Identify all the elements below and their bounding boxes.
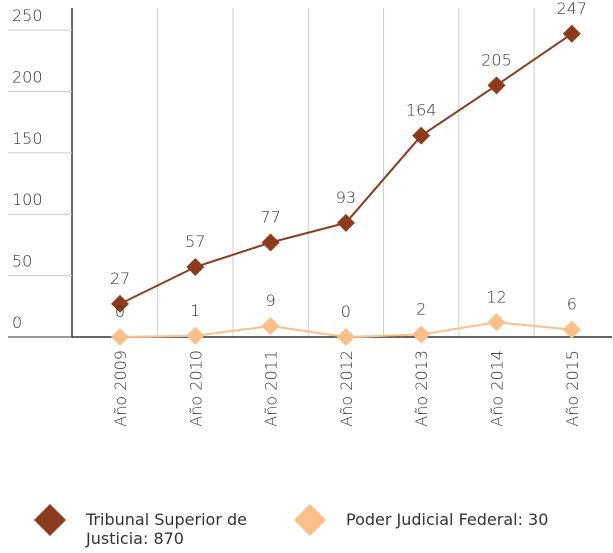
data-label: 205	[481, 50, 512, 69]
series-line	[119, 32, 573, 305]
data-point	[487, 313, 506, 332]
y-tick-label: 100	[12, 190, 43, 209]
y-tick-label: 50	[12, 252, 32, 271]
x-tick-label: Año 2010	[186, 350, 205, 427]
data-point	[261, 316, 280, 335]
data-label: 247	[557, 0, 588, 18]
data-point	[261, 233, 280, 252]
data-point	[487, 76, 506, 95]
data-label: 2	[416, 300, 426, 319]
x-tick-label: Año 2014	[488, 350, 507, 427]
data-label: 77	[260, 207, 280, 226]
data-point	[111, 328, 129, 346]
data-point	[186, 326, 205, 345]
data-label: 9	[266, 291, 276, 310]
y-tick-label: 200	[12, 67, 43, 86]
data-label: 164	[406, 101, 437, 120]
data-point	[412, 126, 431, 145]
y-tick-label: 150	[12, 129, 43, 148]
x-tick-label: Año 2015	[563, 350, 582, 427]
y-tick-label: 250	[12, 6, 43, 25]
legend-swatch	[34, 504, 66, 536]
data-point	[412, 325, 431, 344]
y-tick-label: 0	[12, 313, 22, 332]
x-tick-label: Año 2013	[412, 350, 431, 427]
data-point	[186, 258, 205, 277]
data-label: 1	[190, 301, 200, 320]
data-point	[562, 320, 581, 339]
data-point	[336, 213, 355, 232]
legend-label: Poder Judicial Federal: 30	[346, 510, 549, 529]
data-point	[111, 294, 129, 313]
legend-swatch	[294, 504, 326, 536]
data-label: 57	[185, 232, 205, 251]
data-label: 12	[486, 287, 506, 306]
data-label: 0	[115, 302, 125, 321]
data-label: 0	[341, 302, 351, 321]
data-label: 93	[336, 188, 356, 207]
legend-label: Tribunal Superior de Justicia: 870	[86, 510, 247, 548]
data-label: 6	[567, 295, 577, 314]
x-tick-label: Año 2011	[262, 350, 281, 427]
x-tick-label: Año 2009	[111, 350, 130, 427]
data-point	[562, 24, 581, 43]
data-point	[336, 328, 355, 346]
x-tick-label: Año 2012	[337, 350, 356, 427]
data-label: 27	[110, 269, 130, 288]
